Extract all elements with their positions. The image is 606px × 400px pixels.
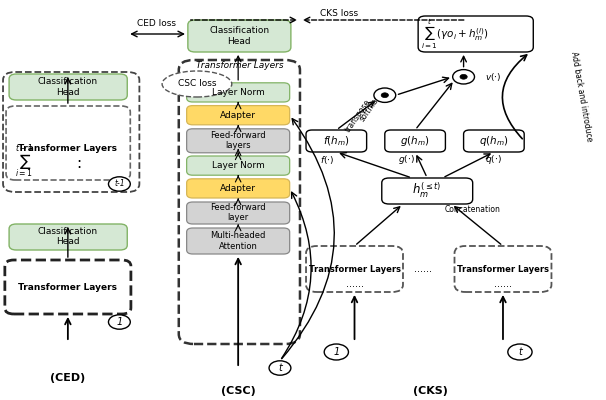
- Text: transpose: transpose: [343, 98, 372, 134]
- Text: Adapter: Adapter: [220, 111, 256, 120]
- Text: 1: 1: [333, 347, 339, 357]
- Text: Concatenation: Concatenation: [445, 205, 501, 214]
- FancyBboxPatch shape: [464, 130, 524, 152]
- FancyBboxPatch shape: [188, 20, 291, 52]
- FancyBboxPatch shape: [418, 16, 533, 52]
- Circle shape: [108, 315, 130, 329]
- FancyBboxPatch shape: [187, 106, 290, 125]
- Text: $f(h_m)$: $f(h_m)$: [323, 134, 350, 148]
- Text: Classification
Head: Classification Head: [209, 26, 270, 46]
- Circle shape: [324, 344, 348, 360]
- Text: Multi-headed
Attention: Multi-headed Attention: [210, 232, 266, 251]
- Text: Feed-forward
layers: Feed-forward layers: [210, 131, 266, 150]
- Circle shape: [374, 88, 396, 102]
- Text: ......: ......: [345, 279, 364, 289]
- Text: ......: ......: [414, 264, 432, 274]
- FancyBboxPatch shape: [9, 74, 127, 100]
- Text: Add back and introduce: Add back and introduce: [570, 50, 594, 142]
- Circle shape: [460, 74, 467, 79]
- Text: CKS loss: CKS loss: [321, 10, 358, 18]
- FancyBboxPatch shape: [187, 202, 290, 224]
- Text: Layer Norm: Layer Norm: [211, 88, 265, 97]
- Text: Transformer Layers: Transformer Layers: [308, 265, 401, 274]
- Ellipse shape: [162, 71, 232, 97]
- Text: t: t: [278, 363, 282, 373]
- Text: $f(\cdot)$: $f(\cdot)$: [320, 154, 335, 166]
- Text: $\sum_{i=1}^{t}(\gamma o_i+h_m^{(i)})$: $\sum_{i=1}^{t}(\gamma o_i+h_m^{(i)})$: [421, 18, 489, 50]
- Text: $g(h_m)$: $g(h_m)$: [401, 134, 430, 148]
- Text: CSC loss: CSC loss: [178, 80, 216, 88]
- Text: Layer Norm: Layer Norm: [211, 161, 265, 170]
- Text: Adapter: Adapter: [220, 184, 256, 193]
- FancyBboxPatch shape: [187, 228, 290, 254]
- Text: Classification
Head: Classification Head: [38, 78, 98, 97]
- Text: $h_m^{(\leq t)}$: $h_m^{(\leq t)}$: [413, 181, 442, 200]
- Circle shape: [453, 70, 474, 84]
- FancyBboxPatch shape: [385, 130, 445, 152]
- Text: (CKS): (CKS): [413, 386, 448, 396]
- FancyBboxPatch shape: [187, 179, 290, 198]
- Text: $q(h_m)$: $q(h_m)$: [479, 134, 508, 148]
- FancyBboxPatch shape: [382, 178, 473, 204]
- FancyBboxPatch shape: [187, 156, 290, 175]
- Text: Transformer Layers: Transformer Layers: [457, 265, 549, 274]
- Text: $q(\cdot)$: $q(\cdot)$: [485, 154, 502, 166]
- Text: Feed-forward
layer: Feed-forward layer: [210, 203, 266, 222]
- Text: (CED): (CED): [50, 373, 85, 383]
- Text: $v(\cdot)$: $v(\cdot)$: [485, 71, 501, 83]
- Circle shape: [269, 361, 291, 375]
- Text: $g(\cdot)$: $g(\cdot)$: [398, 154, 415, 166]
- Text: (CSC): (CSC): [221, 386, 256, 396]
- Text: Classification
Head: Classification Head: [38, 227, 98, 246]
- Text: :: :: [76, 156, 81, 172]
- Text: 1: 1: [116, 317, 122, 327]
- Text: CED loss: CED loss: [137, 20, 176, 28]
- Text: t-1: t-1: [114, 180, 125, 188]
- FancyBboxPatch shape: [187, 83, 290, 102]
- FancyBboxPatch shape: [9, 224, 127, 250]
- FancyBboxPatch shape: [306, 130, 367, 152]
- Text: Transformer Layers: Transformer Layers: [18, 144, 118, 153]
- Text: t: t: [518, 347, 522, 357]
- Circle shape: [381, 93, 388, 98]
- FancyBboxPatch shape: [187, 129, 290, 153]
- Text: Transformer Layers: Transformer Layers: [18, 283, 118, 292]
- Text: ......: ......: [494, 279, 512, 289]
- Text: softmax: softmax: [358, 93, 384, 123]
- Text: $\sum_{i=1}^{t-1}$: $\sum_{i=1}^{t-1}$: [15, 144, 34, 180]
- Text: Transformer Layers: Transformer Layers: [196, 62, 283, 70]
- Circle shape: [108, 177, 130, 191]
- Circle shape: [508, 344, 532, 360]
